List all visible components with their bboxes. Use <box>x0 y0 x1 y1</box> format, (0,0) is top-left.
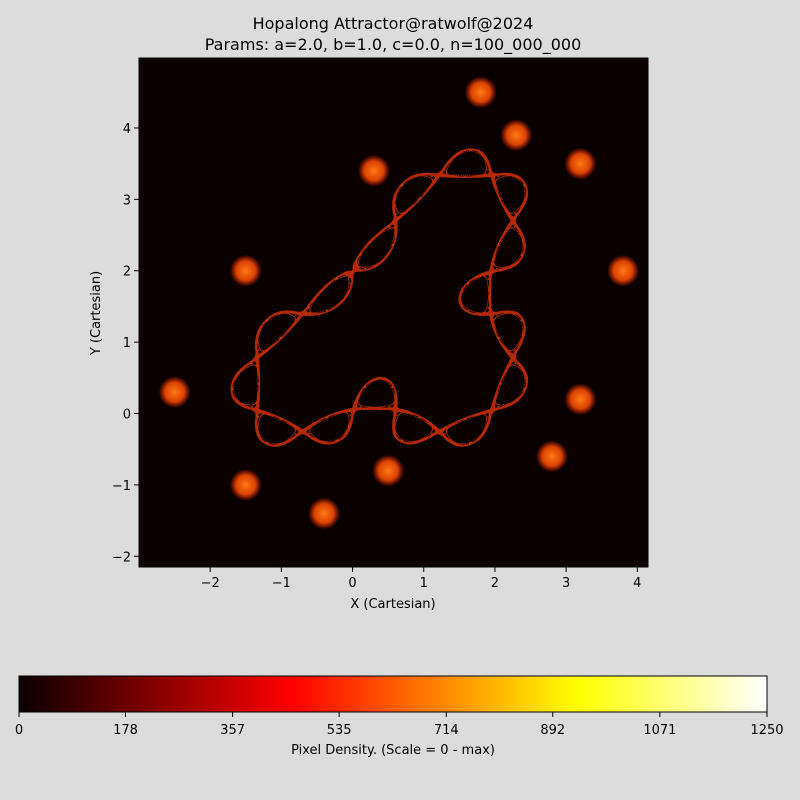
density-knot <box>372 454 405 487</box>
colorbar-tick-label: 535 <box>327 723 352 738</box>
x-tick-label: −2 <box>201 576 220 591</box>
y-tick-label: 3 <box>123 193 131 208</box>
density-knot <box>158 376 191 409</box>
density-knot <box>464 76 497 109</box>
colorbar-tick-label: 0 <box>15 723 23 738</box>
y-axis-label: Y (Cartesian) <box>89 271 104 356</box>
colorbar <box>18 675 768 713</box>
colorbar-tick-label: 714 <box>434 723 459 738</box>
y-tick-label: 4 <box>123 122 131 137</box>
colorbar-ticks: 0 178 357 535 714 892 1071 1250 <box>15 712 784 738</box>
density-knot <box>229 468 262 501</box>
x-axis-label: X (Cartesian) <box>350 597 435 612</box>
chart-title: Hopalong Attractor@ratwolf@2024 <box>253 14 534 33</box>
colorbar-tick-label: 1071 <box>643 723 676 738</box>
density-knot <box>564 147 597 180</box>
y-tick-label: 1 <box>123 336 131 351</box>
y-axis-ticks: −2 −1 0 1 2 3 4 <box>112 122 139 565</box>
attractor-image <box>158 76 640 530</box>
attractor-orbit <box>230 148 529 447</box>
x-tick-label: 2 <box>491 576 499 591</box>
density-knot <box>564 383 597 416</box>
colorbar-tick-label: 892 <box>540 723 565 738</box>
density-knot <box>308 497 341 530</box>
colorbar-tick-label: 357 <box>220 723 245 738</box>
y-tick-label: −1 <box>112 479 131 494</box>
plot-background <box>139 58 648 567</box>
density-knot <box>535 440 568 473</box>
x-axis-ticks: −2 −1 0 1 2 3 4 <box>201 567 641 591</box>
x-tick-label: 0 <box>348 576 356 591</box>
x-tick-label: 3 <box>562 576 570 591</box>
x-tick-label: 1 <box>420 576 428 591</box>
chart-subtitle: Params: a=2.0, b=1.0, c=0.0, n=100_000_0… <box>205 35 582 55</box>
y-tick-label: 0 <box>123 408 131 423</box>
x-tick-label: 4 <box>633 576 641 591</box>
y-tick-label: 2 <box>123 265 131 280</box>
colorbar-label: Pixel Density. (Scale = 0 - max) <box>291 743 495 758</box>
colorbar-tick-label: 1250 <box>750 723 783 738</box>
plot-frame <box>138 57 649 568</box>
y-tick-label: −2 <box>112 550 131 565</box>
colorbar-tick-label: 178 <box>113 723 138 738</box>
density-knot <box>229 254 262 287</box>
x-tick-label: −1 <box>272 576 291 591</box>
density-knot <box>500 119 533 152</box>
density-knot <box>357 154 390 187</box>
density-knot <box>607 254 640 287</box>
